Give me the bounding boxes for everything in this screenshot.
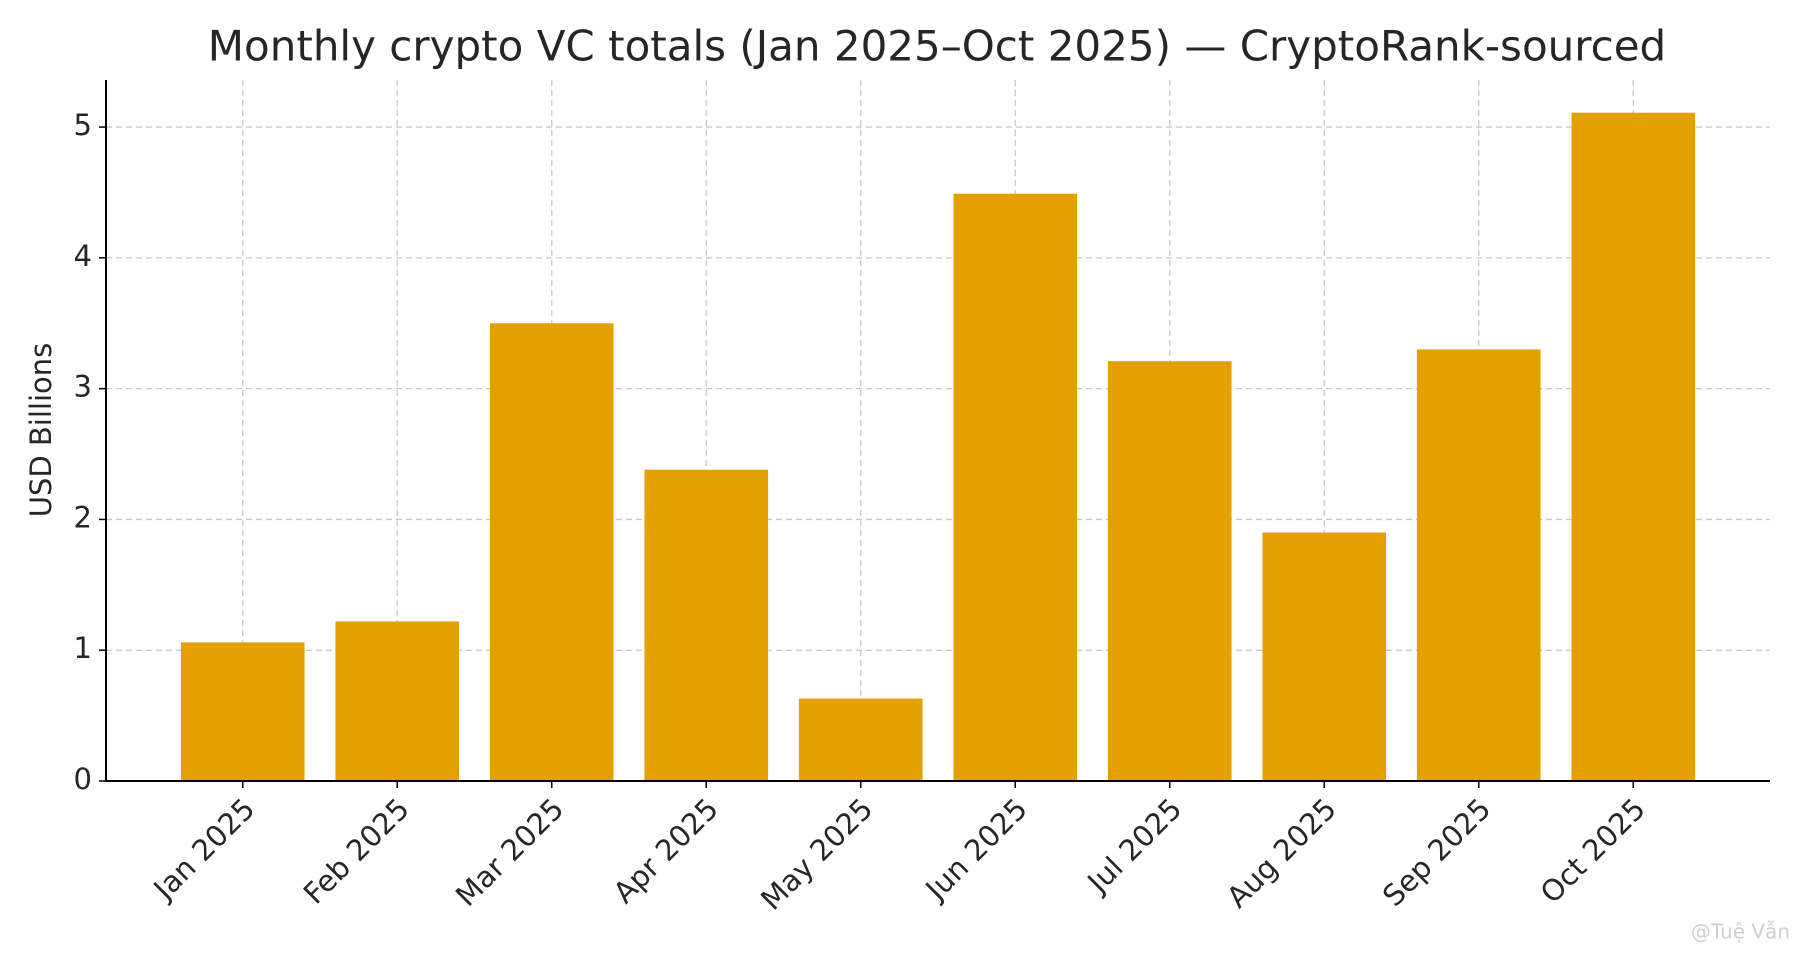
x-tick-label: Aug 2025 (1220, 792, 1343, 915)
x-tick-label: Mar 2025 (449, 792, 570, 913)
x-tick-label: Oct 2025 (1534, 792, 1652, 910)
watermark: @Tuệ Vẫn (1691, 920, 1790, 944)
x-tick-label: Jul 2025 (1079, 792, 1188, 901)
y-tick-label: 4 (74, 239, 92, 273)
bar (489, 323, 614, 781)
y-tick-label: 2 (74, 500, 92, 534)
x-tick-label: Apr 2025 (607, 792, 725, 910)
y-tick-label: 5 (74, 108, 92, 142)
bar (1262, 532, 1387, 781)
bar (1107, 361, 1232, 781)
bar (644, 469, 769, 781)
bar (335, 621, 460, 781)
x-tick-label: Feb 2025 (297, 792, 416, 911)
bar (953, 193, 1078, 781)
bar (798, 698, 923, 781)
x-tick-label: May 2025 (754, 792, 879, 917)
x-tick-label: Jun 2025 (918, 792, 1034, 908)
y-tick-label: 0 (74, 762, 92, 796)
bar (1571, 112, 1696, 781)
y-tick-label: 1 (74, 631, 92, 665)
bar (180, 642, 305, 781)
chart-title: Monthly crypto VC totals (Jan 2025–Oct 2… (208, 22, 1666, 71)
x-tick-label: Sep 2025 (1376, 792, 1497, 913)
y-axis-label: USD Billions (24, 343, 58, 518)
y-tick-label: 3 (74, 370, 92, 404)
x-tick-label: Jan 2025 (146, 792, 262, 908)
bar (1416, 349, 1541, 781)
